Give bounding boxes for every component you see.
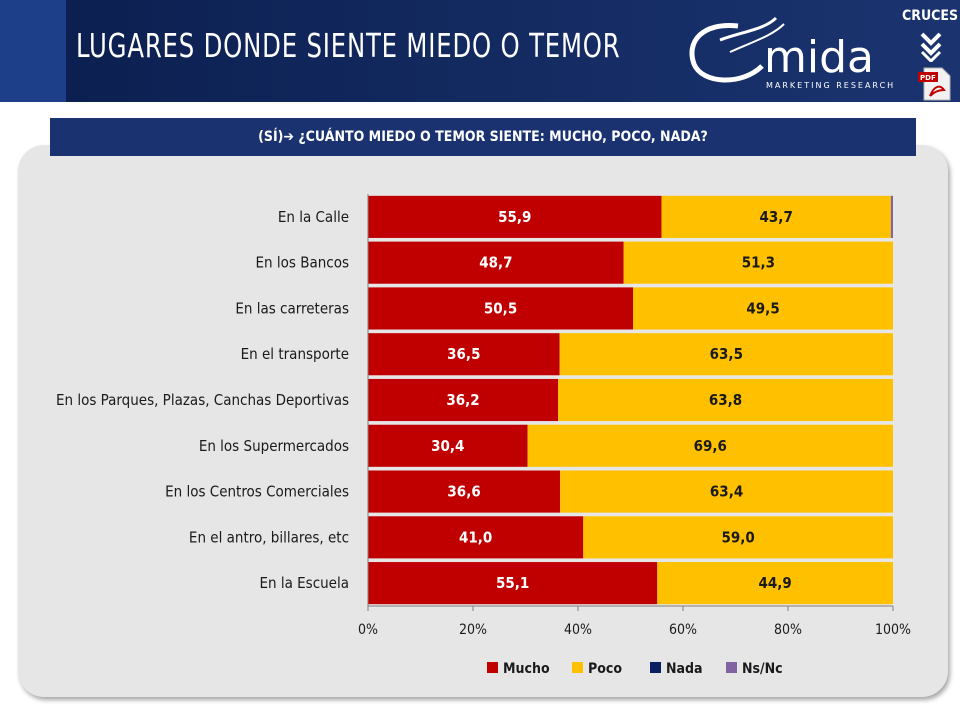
data-label: 63,4 (710, 483, 743, 501)
data-label: 41,0 (459, 528, 492, 546)
data-label: 51,3 (742, 254, 775, 272)
x-tick-label: 20% (459, 622, 487, 638)
legend-label: Ns/Nc (742, 661, 783, 677)
bar-poco-4 (558, 378, 893, 422)
bar-poco-3 (559, 333, 893, 376)
bar-poco-6 (560, 470, 893, 513)
legend-swatch (650, 662, 661, 673)
bar-mucho-5 (368, 424, 528, 467)
bar-mucho-1 (368, 241, 624, 284)
bar-poco-0 (661, 195, 891, 238)
logo-subtext: MARKETING RESEARCH (766, 81, 895, 90)
bar-mucho-8 (368, 562, 658, 605)
data-label: 63,5 (710, 345, 743, 363)
bars-group (368, 195, 893, 605)
data-label: 55,9 (498, 208, 531, 226)
legend-swatch (726, 662, 737, 673)
x-tick-label: 0% (358, 622, 378, 638)
pdf-label: PDF (920, 74, 936, 82)
data-label: 43,7 (760, 208, 793, 226)
category-label: En el transporte (241, 345, 349, 363)
category-label: En el antro, billares, etc (189, 528, 349, 546)
legend-swatch (572, 662, 583, 673)
labels-group: 55,9 43,7 En la Calle 48,7 51,3 En los Bancos… (56, 208, 793, 592)
category-label: En la Calle (278, 208, 349, 226)
data-label: 55,1 (496, 574, 529, 592)
data-label: 30,4 (431, 437, 464, 455)
category-label: En los Bancos (256, 254, 349, 272)
bar-mucho-7 (368, 516, 584, 559)
data-label: 63,8 (709, 391, 742, 409)
page-title: LUGARES DONDE SIENTE MIEDO O TEMOR (76, 26, 621, 65)
bar-mucho-0 (368, 195, 662, 238)
data-label: 49,5 (746, 299, 779, 317)
cruces-label[interactable]: CRUCES (902, 8, 959, 24)
x-tick-label: 80% (774, 622, 802, 638)
header-accent-stripe (0, 0, 66, 102)
data-label: 69,6 (694, 437, 727, 455)
x-tick-label: 40% (564, 622, 592, 638)
x-tick-label: 100% (875, 622, 911, 638)
pdf-icon[interactable]: PDF (918, 66, 952, 102)
bar-mucho-3 (368, 333, 560, 376)
logo-swoosh-icon (689, 16, 785, 83)
chevron-down-icon[interactable] (920, 32, 942, 62)
data-label: 50,5 (484, 299, 517, 317)
data-label: 48,7 (479, 254, 512, 272)
category-label: En los Centros Comerciales (165, 483, 349, 501)
chart-subtitle: (SÍ)➔ ¿CUÁNTO MIEDO O TEMOR SIENTE: MUCH… (50, 118, 916, 156)
bar-nsnc-0 (890, 195, 893, 238)
legend-label: Nada (666, 661, 703, 677)
axis-group: 0% 20% 40% 60% 80% 100% (358, 194, 911, 638)
category-label: En la Escuela (259, 574, 349, 592)
bar-mucho-4 (368, 378, 559, 422)
category-label: En los Parques, Plazas, Canchas Deportiv… (56, 391, 349, 409)
bar-poco-1 (623, 241, 893, 284)
category-label: En los Supermercados (199, 437, 349, 455)
data-label: 36,5 (447, 345, 480, 363)
data-label: 36,6 (447, 483, 480, 501)
data-label: 44,9 (758, 574, 791, 592)
omida-logo[interactable]: mida MARKETING RESEARCH (680, 12, 900, 92)
header-bar: LUGARES DONDE SIENTE MIEDO O TEMOR mida … (0, 0, 960, 102)
bar-mucho-6 (368, 470, 561, 513)
logo-text: mida (764, 32, 874, 83)
x-tick-label: 60% (669, 622, 697, 638)
bar-poco-2 (633, 287, 893, 330)
legend-swatch (487, 662, 498, 673)
category-label: En las carreteras (235, 299, 349, 317)
data-label: 36,2 (446, 391, 479, 409)
data-label: 59,0 (721, 528, 754, 546)
legend: Mucho Poco Nada Ns/Nc (487, 661, 783, 677)
bar-mucho-2 (368, 287, 634, 330)
legend-label: Mucho (503, 661, 550, 677)
legend-label: Poco (588, 661, 622, 677)
bar-poco-5 (527, 424, 893, 467)
bar-poco-8 (657, 562, 893, 605)
bar-poco-7 (583, 516, 893, 559)
